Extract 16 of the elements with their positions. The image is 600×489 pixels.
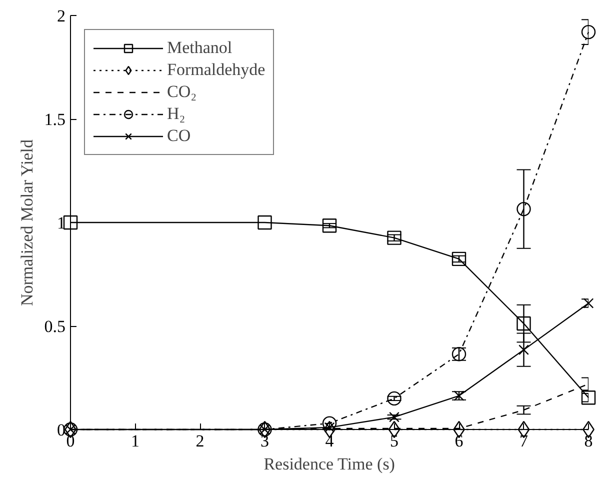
x-tick-label: 2 (196, 432, 204, 450)
y-tick-label: 2 (57, 6, 66, 26)
y-tick-label: 0.5 (44, 317, 66, 336)
legend-label: CO₂ (167, 82, 197, 102)
legend-label: H₂ (167, 104, 186, 124)
legend-label: Formaldehyde (167, 60, 266, 80)
x-tick-label: 4 (325, 432, 334, 450)
legend-label: CO (167, 126, 191, 146)
y-tick-label: 1.5 (44, 110, 66, 129)
y-axis-title: Normalized Molar Yield (17, 139, 36, 306)
x-tick-label: 6 (454, 432, 464, 450)
legend-label: Methanol (167, 38, 232, 58)
y-tick-label: 1 (57, 214, 66, 232)
x-axis-title: Residence Time (s) (264, 454, 395, 474)
x-tick-label: 8 (584, 432, 593, 450)
x-tick-label: 1 (131, 432, 140, 450)
